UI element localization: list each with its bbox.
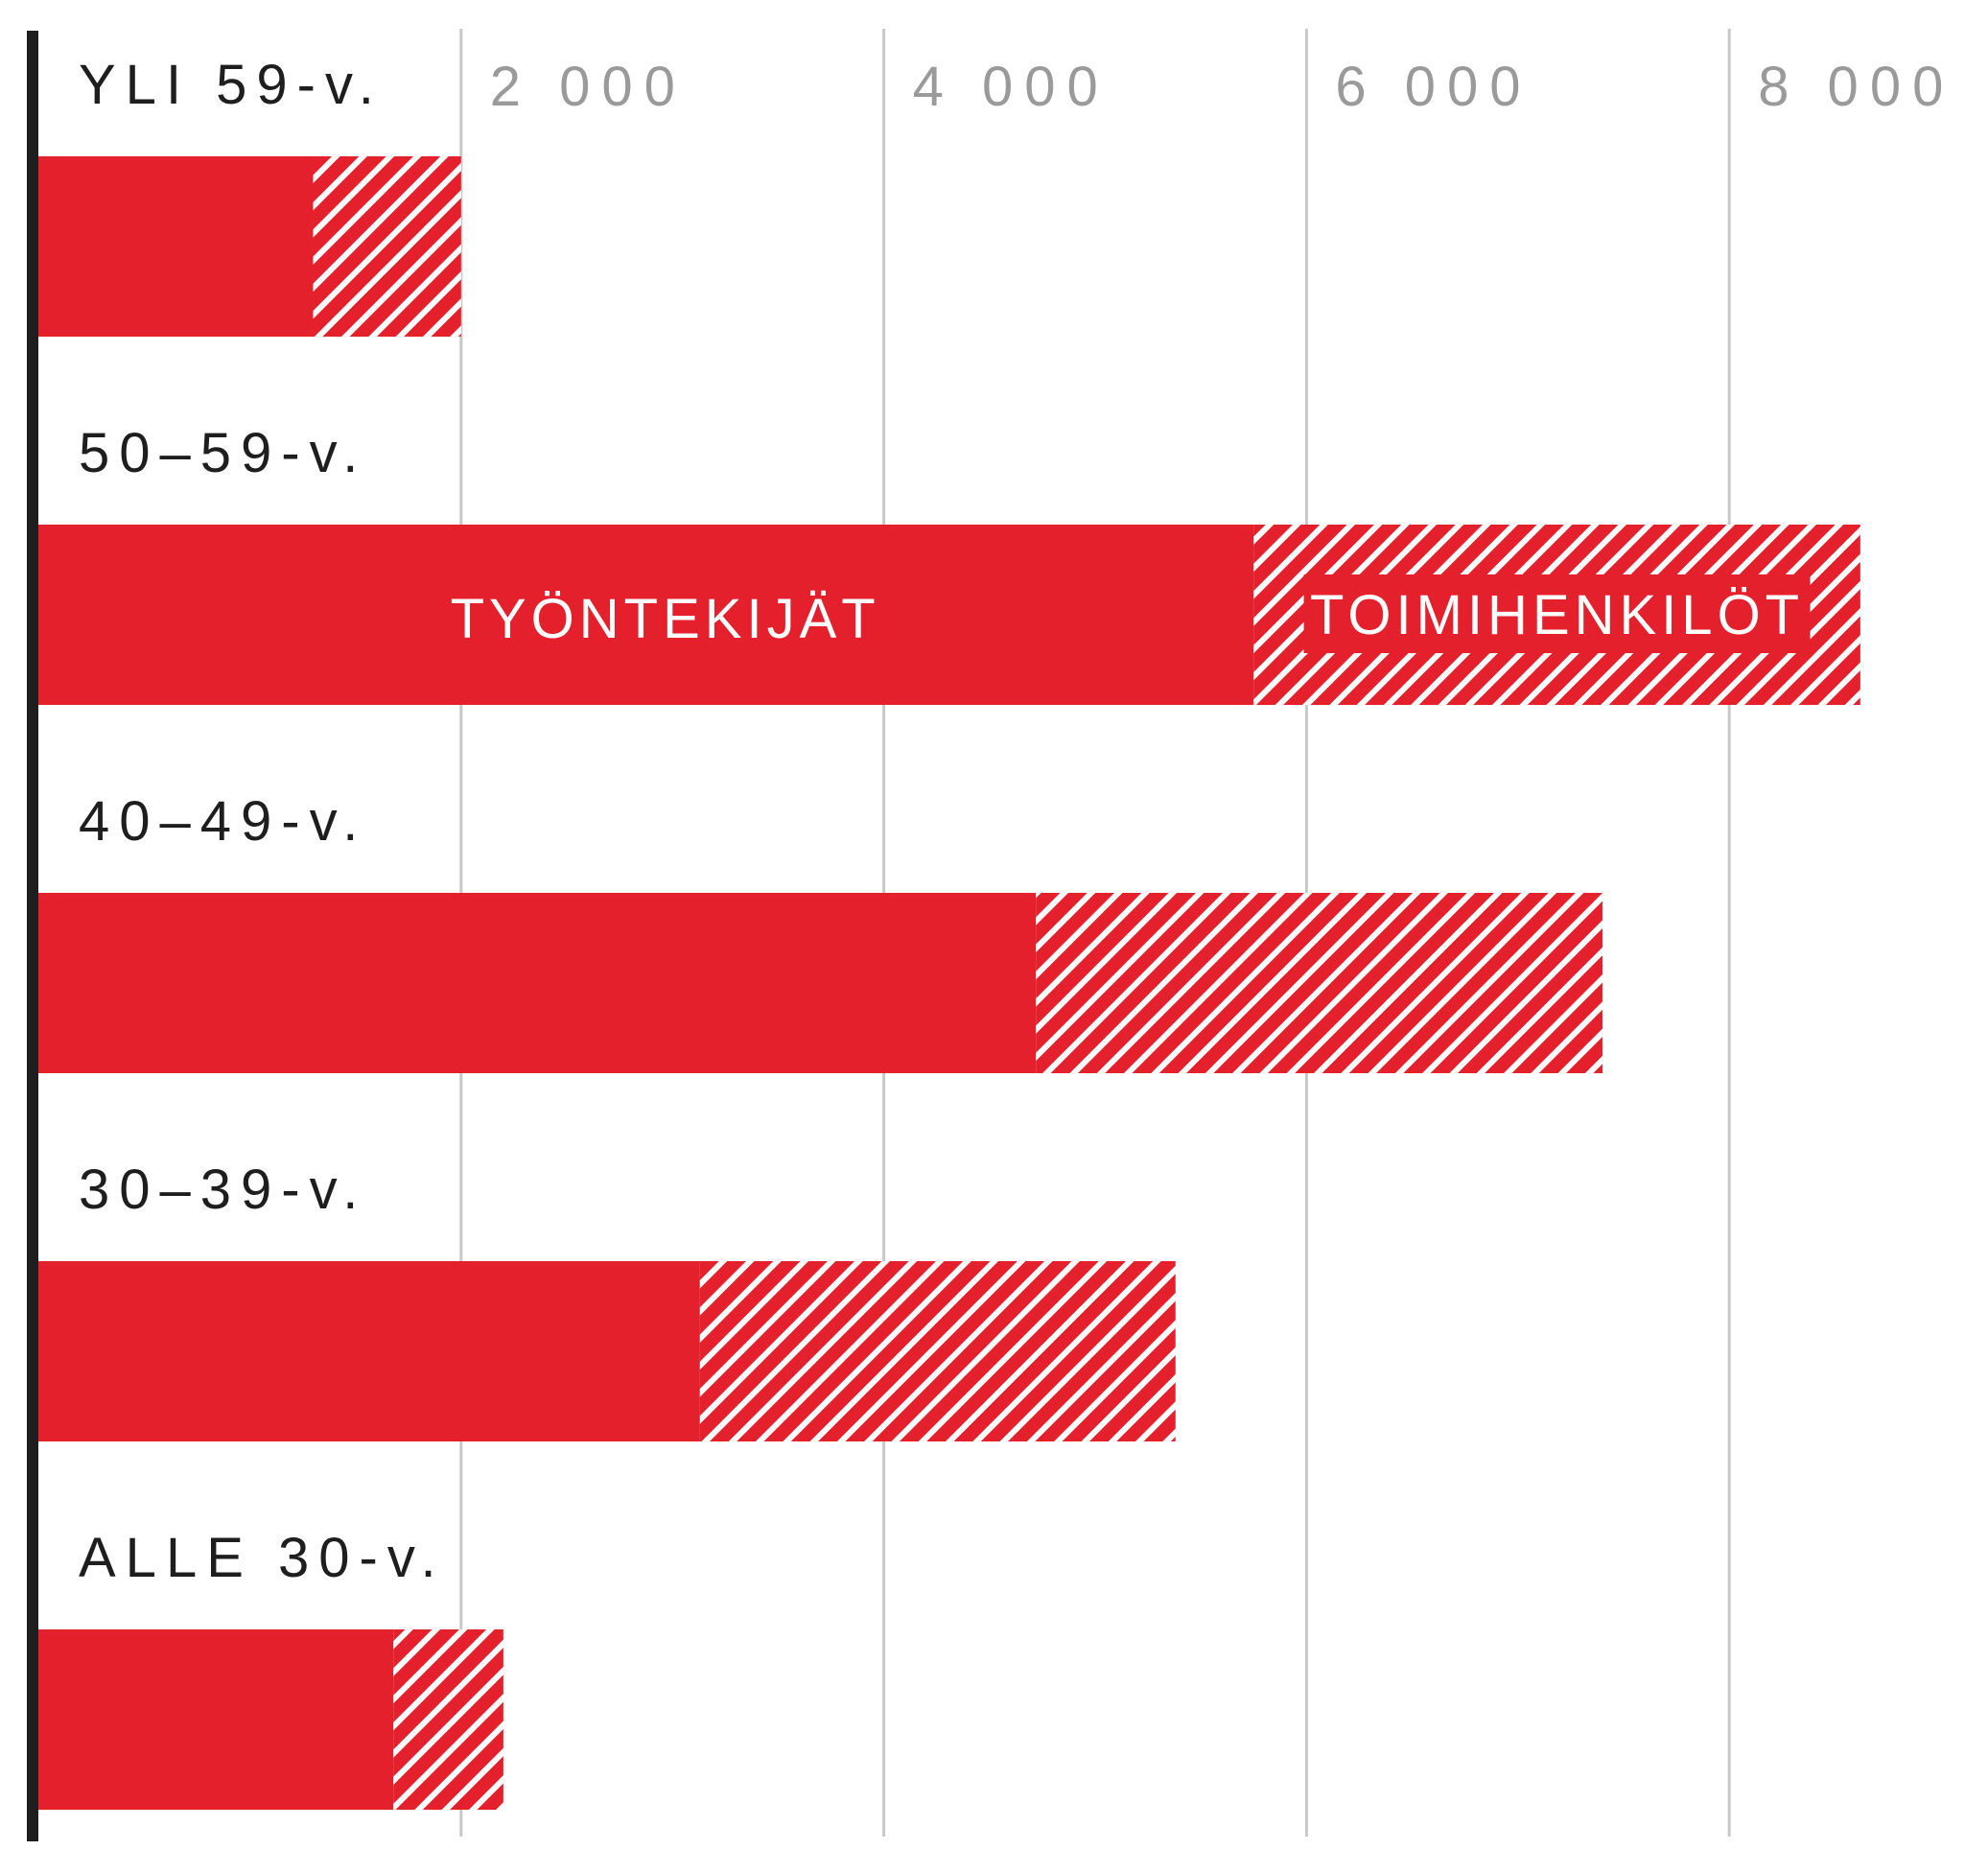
bar-tyontekijat-4 xyxy=(38,1629,394,1810)
bar-tyontekijat-2 xyxy=(38,893,1037,1073)
category-label-2: 40–49-v. xyxy=(79,790,367,853)
category-label-3: 30–39-v. xyxy=(79,1159,367,1221)
series-label-toimihenkilot-background xyxy=(1303,574,1811,653)
bar-toimihenkilot-0 xyxy=(313,156,461,337)
bar-toimihenkilot-2 xyxy=(1036,893,1602,1073)
category-label-0: YLI 59-v. xyxy=(79,54,384,116)
bar-toimihenkilot-3 xyxy=(699,1261,1176,1441)
bar-tyontekijat-0 xyxy=(38,156,314,337)
bar-toimihenkilot-4 xyxy=(393,1629,503,1810)
y-axis-line xyxy=(27,31,38,1841)
x-tick-label-8000: 8 000 xyxy=(1758,56,1954,118)
bar-tyontekijat-3 xyxy=(38,1261,700,1441)
bar-tyontekijat-1 xyxy=(38,525,1254,705)
x-tick-label-4000: 4 000 xyxy=(913,56,1110,118)
x-tick-label-6000: 6 000 xyxy=(1335,56,1532,118)
labels: YLI 59-v. 50–59-v. TYÖNTEKIJÄT TOIMIHENKILÖ… xyxy=(79,54,1811,1589)
category-label-1: 50–59-v. xyxy=(79,422,367,484)
series-label-tyontekijat: TYÖNTEKIJÄT xyxy=(451,588,880,650)
series-label-toimihenkilot: TOIMIHENKILÖT xyxy=(1310,584,1804,646)
category-label-4: ALLE 30-v. xyxy=(79,1527,446,1589)
x-tick-label-2000: 2 000 xyxy=(490,56,687,118)
bars xyxy=(38,156,1860,1810)
